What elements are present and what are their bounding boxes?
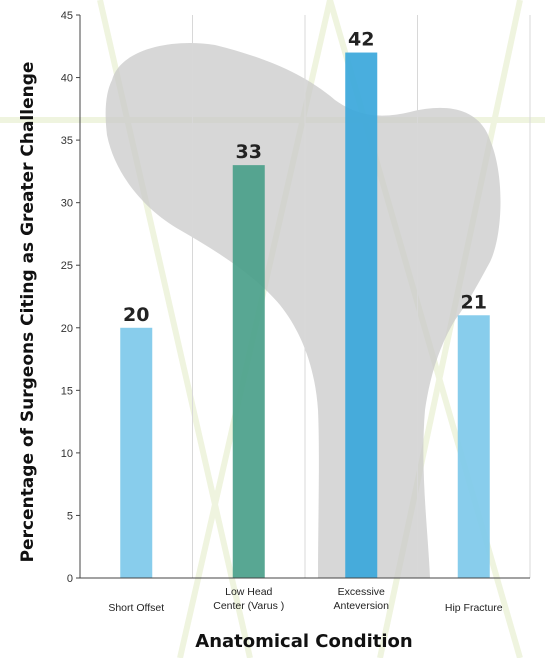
y-tick-label: 20 [61,323,73,335]
y-tick-labels: 0 5 10 15 20 25 30 35 40 45 [61,10,80,585]
x-axis-title: Anatomical Condition [195,631,412,652]
bar [457,315,490,578]
y-tick-label: 15 [61,385,73,397]
x-category-labels: Short Offset Low Head Center (Varus ) Exces… [108,586,502,614]
y-axis-title: Percentage of Surgeons Citing as Greater… [18,62,38,563]
data-label: 42 [348,29,374,51]
bar [120,327,153,578]
x-tick-label: Excessive Anteversion [334,586,390,612]
y-tick-label: 30 [61,198,73,210]
y-tick-label: 5 [67,510,73,522]
y-tick-label: 40 [61,73,73,85]
data-labels: 20 33 42 21 [123,29,487,326]
y-tick-label: 35 [61,135,73,147]
femur-bone-silhouette [105,43,501,578]
data-label: 21 [461,291,487,313]
bar [232,165,265,578]
y-tick-label: 25 [61,260,73,272]
y-tick-label: 0 [67,573,73,585]
x-tick-label: Short Offset [108,602,164,614]
bar [345,52,378,579]
x-tick-label: Low Head Center (Varus ) [213,586,284,612]
y-tick-label: 45 [61,10,73,22]
x-tick-label: Hip Fracture [445,602,503,614]
data-label: 33 [236,141,262,163]
grid-lines [192,15,531,578]
y-tick-label: 10 [61,448,73,460]
data-label: 20 [123,304,149,326]
bars [120,52,490,579]
